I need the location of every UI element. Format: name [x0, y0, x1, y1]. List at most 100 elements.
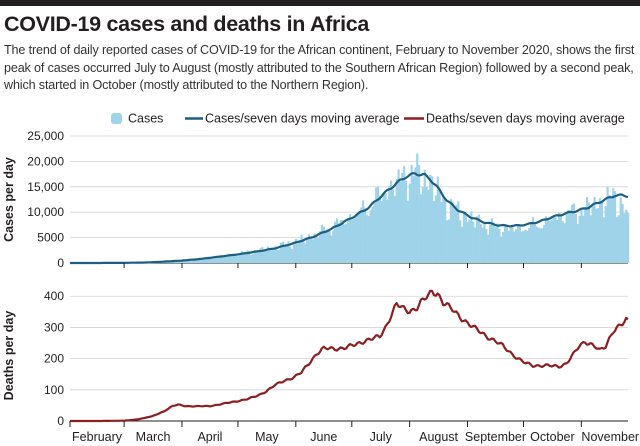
cases-bar: [421, 186, 424, 263]
deaths-y-axis-label: Deaths per day: [2, 311, 16, 401]
cases-ytick-label: 10,000: [27, 205, 64, 219]
cases-bar: [515, 229, 518, 263]
cases-y-axis-label: Cases per day: [2, 157, 16, 242]
cases-bar: [524, 229, 527, 263]
cases-bar: [610, 198, 613, 263]
cases-bar: [416, 153, 419, 263]
month-label: May: [255, 430, 279, 444]
cases-bar: [266, 246, 270, 263]
cases-bar: [423, 169, 426, 263]
cases-bar: [192, 258, 195, 263]
cases-bar: [446, 220, 449, 263]
cases-bar: [223, 256, 227, 263]
cases-bar: [328, 230, 331, 263]
cases-bar: [431, 176, 434, 263]
cases-bar: [205, 256, 208, 263]
cases-bar: [298, 239, 301, 263]
cases-bar: [563, 223, 566, 263]
cases-bar: [604, 205, 607, 263]
cases-bar: [399, 181, 402, 263]
cases-bar: [335, 218, 339, 263]
deaths-ytick-label: 400: [44, 289, 64, 303]
cases-bar: [576, 224, 579, 263]
cases-bar: [349, 214, 352, 263]
cases-bar: [485, 229, 488, 263]
cases-bar: [589, 215, 592, 263]
cases-bar: [371, 206, 374, 263]
cases-bar: [207, 256, 210, 263]
cases-bar: [513, 231, 516, 263]
cases-bar: [203, 258, 206, 263]
cases-bar: [470, 211, 473, 263]
cases-bar: [612, 188, 615, 263]
cases-bar: [412, 176, 415, 263]
cases-bar: [315, 234, 318, 263]
cases-bar: [479, 223, 482, 263]
cases-bar: [218, 255, 221, 263]
cases-bar: [419, 194, 423, 263]
cases-bar: [313, 233, 316, 263]
cases-bar: [625, 209, 628, 263]
cases-bar: [227, 253, 230, 263]
cases-bar: [571, 205, 574, 263]
month-label: April: [197, 430, 222, 444]
cases-bar: [306, 237, 309, 263]
cases-bar: [528, 227, 531, 263]
cases-bar: [197, 259, 201, 263]
cases-bar: [487, 234, 490, 263]
cases-bar: [533, 223, 536, 263]
cases-ytick-label: 15,000: [27, 180, 64, 194]
legend-deaths-average-label: Deaths/seven days moving average: [426, 112, 625, 126]
cases-ytick-label: 20,000: [27, 154, 64, 168]
legend-cases-swatch: [111, 113, 122, 124]
cases-bar: [451, 201, 454, 263]
cases-bar: [526, 230, 529, 263]
cases-bar: [352, 219, 355, 263]
legend: Cases Cases/seven days moving average Deat…: [111, 112, 625, 126]
cases-bar: [261, 247, 264, 263]
cases-bar: [360, 207, 363, 263]
cases-bar: [554, 217, 557, 263]
cases-bar: [347, 218, 350, 263]
cases-bar: [490, 218, 493, 263]
cases-bar: [539, 228, 542, 263]
cases-bar: [414, 167, 417, 263]
cases-bar: [339, 220, 342, 263]
cases-bar: [546, 217, 549, 263]
cases-bar: [248, 251, 251, 263]
month-label: June: [310, 430, 337, 444]
cases-bar: [188, 259, 191, 263]
cases-bar: [391, 189, 395, 263]
cases-bar: [293, 241, 296, 263]
cases-bar: [246, 250, 249, 263]
cases-bar: [337, 222, 340, 263]
cases-bar: [358, 211, 361, 263]
page-title: COVID-19 cases and deaths in Africa: [4, 12, 370, 36]
cases-bar: [210, 258, 214, 263]
cases-bar: [190, 259, 193, 263]
cases-bar: [565, 214, 568, 263]
cases-bar: [552, 216, 555, 263]
cases-bar: [492, 222, 495, 263]
cases-bar: [600, 201, 604, 263]
cases-bar: [375, 187, 378, 263]
cases-bar: [574, 213, 577, 263]
cases-bar: [300, 234, 303, 263]
cases-bar: [186, 259, 189, 263]
cases-bar: [556, 219, 559, 263]
cases-panel: 25,000 20,000 15,000 10,000 5000 0 Cases per d…: [2, 129, 630, 270]
deaths-ytick-label: 100: [44, 383, 64, 397]
cases-bar: [561, 221, 564, 263]
cases-bar: [317, 237, 320, 263]
cases-bar: [201, 258, 204, 263]
cases-bar: [453, 209, 456, 263]
cases-bar: [240, 251, 243, 263]
cases-bar: [369, 210, 372, 263]
cases-bar: [401, 172, 404, 263]
cases-bar: [283, 244, 286, 263]
deaths-ytick-label: 200: [44, 352, 64, 366]
cases-bar: [597, 207, 600, 263]
cases-bar: [586, 197, 589, 263]
cases-bar: [384, 192, 387, 263]
